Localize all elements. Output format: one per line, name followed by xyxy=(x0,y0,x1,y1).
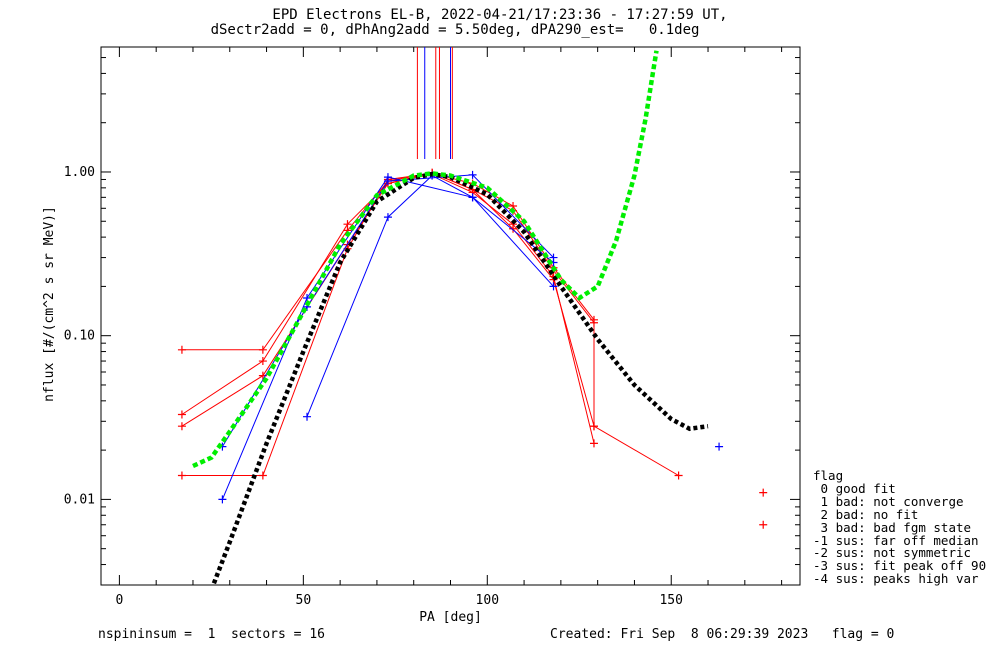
data-point xyxy=(258,357,267,366)
data-point xyxy=(383,177,392,186)
x-tick-label: 0 xyxy=(115,593,123,608)
legend-item: 0 good fit xyxy=(813,480,896,496)
data-point xyxy=(468,170,477,179)
data-point xyxy=(303,412,312,421)
legend-item: 3 bad: bad fgm state xyxy=(813,519,972,535)
legend-item: -3 sus: fit peak off 90 xyxy=(813,558,987,574)
extra-data-point xyxy=(759,520,768,529)
data-point xyxy=(177,410,186,419)
fit-curve-black xyxy=(210,171,709,585)
fit-curve-green xyxy=(192,50,659,469)
x-axis-label: PA [deg] xyxy=(419,610,482,625)
y-tick-label: 1.00 xyxy=(64,165,95,180)
data-point xyxy=(218,495,227,504)
legend-item: -4 sus: peaks high var xyxy=(813,571,979,587)
data-point xyxy=(383,213,392,222)
data-point xyxy=(177,471,186,480)
x-tick-label: 50 xyxy=(296,593,312,608)
data-point xyxy=(258,471,267,480)
data-series-line xyxy=(181,172,679,476)
data-point xyxy=(258,345,267,354)
legend-item: 2 bad: no fit xyxy=(813,506,919,522)
footer-info: nspininsum = 1 sectors = 16 xyxy=(98,627,325,642)
data-point xyxy=(177,345,186,354)
y-tick-label: 0.01 xyxy=(64,492,95,507)
x-tick-label: 100 xyxy=(476,593,499,608)
flag-legend: flag 0 good fit 1 bad: not converge 2 ba… xyxy=(813,468,987,587)
y-tick-label: 0.10 xyxy=(64,329,95,344)
data-point xyxy=(549,282,558,291)
data-point xyxy=(343,220,352,229)
footer-created: Created: Fri Sep 8 06:29:39 2023 flag = … xyxy=(550,627,895,642)
extra-data-point xyxy=(759,488,768,497)
data-point xyxy=(589,422,598,431)
chart-title-line1: EPD Electrons EL-B, 2022-04-21/17:23:36 … xyxy=(272,7,728,23)
legend-title: flag xyxy=(813,468,844,483)
data-point xyxy=(589,439,598,448)
legend-item: -1 sus: far off median xyxy=(813,532,979,548)
chart-title-line2: dSectr2add = 0, dPhAng2add = 5.50deg, dP… xyxy=(210,22,700,38)
x-tick-label: 150 xyxy=(659,593,682,608)
legend-item: 1 bad: not converge xyxy=(813,493,964,509)
data-point xyxy=(674,471,683,480)
legend-item: -2 sus: not symmetric xyxy=(813,545,972,561)
data-point xyxy=(589,315,598,324)
data-point xyxy=(509,224,518,233)
data-point xyxy=(468,193,477,202)
y-axis-label: nflux [#/(cm^2 s sr MeV)] xyxy=(42,206,57,402)
data-point xyxy=(177,422,186,431)
extra-data-point xyxy=(715,442,724,451)
